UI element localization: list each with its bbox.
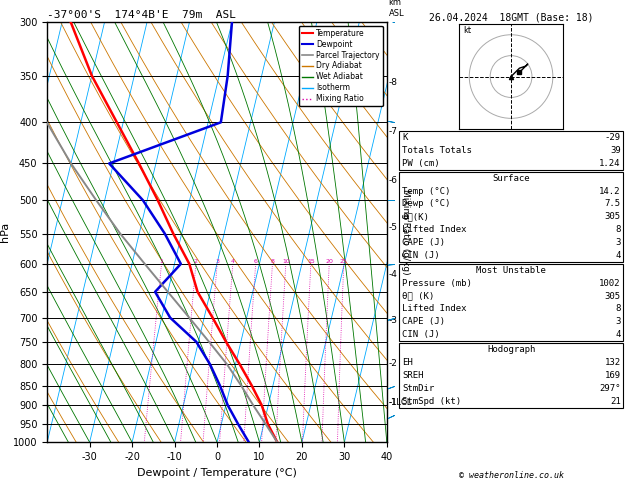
Legend: Temperature, Dewpoint, Parcel Trajectory, Dry Adiabat, Wet Adiabat, Isotherm, Mi: Temperature, Dewpoint, Parcel Trajectory… — [299, 26, 383, 106]
Text: Most Unstable: Most Unstable — [476, 266, 546, 275]
X-axis label: Dewpoint / Temperature (°C): Dewpoint / Temperature (°C) — [137, 468, 297, 478]
Text: Pressure (mb): Pressure (mb) — [402, 278, 472, 288]
Text: 8: 8 — [615, 304, 621, 313]
Text: 20: 20 — [325, 259, 333, 264]
Text: Surface: Surface — [493, 174, 530, 183]
Text: -29: -29 — [604, 133, 621, 142]
Text: 21: 21 — [610, 397, 621, 406]
Text: 297°: 297° — [599, 383, 621, 393]
Text: 14.2: 14.2 — [599, 187, 621, 196]
Text: 3: 3 — [615, 317, 621, 327]
Text: θᴄ(K): θᴄ(K) — [402, 212, 429, 222]
Text: 7.5: 7.5 — [604, 199, 621, 208]
Text: CIN (J): CIN (J) — [402, 251, 440, 260]
Text: Temp (°C): Temp (°C) — [402, 187, 450, 196]
Text: CAPE (J): CAPE (J) — [402, 238, 445, 247]
Text: 4: 4 — [615, 251, 621, 260]
Text: -3: -3 — [389, 316, 398, 325]
Text: -1: -1 — [389, 398, 398, 407]
Text: 8: 8 — [615, 225, 621, 234]
Text: 169: 169 — [604, 371, 621, 380]
Text: -1LCL: -1LCL — [389, 398, 412, 407]
Text: kt: kt — [463, 26, 471, 35]
Text: 8: 8 — [270, 259, 274, 264]
Text: 4: 4 — [231, 259, 235, 264]
Text: 1002: 1002 — [599, 278, 621, 288]
Text: 3: 3 — [615, 238, 621, 247]
Text: 305: 305 — [604, 212, 621, 222]
Text: 305: 305 — [604, 292, 621, 301]
Text: 39: 39 — [610, 146, 621, 155]
Text: θᴄ (K): θᴄ (K) — [402, 292, 434, 301]
Text: SREH: SREH — [402, 371, 423, 380]
Text: StmDir: StmDir — [402, 383, 434, 393]
Text: -8: -8 — [389, 78, 398, 87]
Text: 132: 132 — [604, 358, 621, 367]
Text: 10: 10 — [282, 259, 290, 264]
Text: Hodograph: Hodograph — [487, 345, 535, 354]
Text: 1: 1 — [160, 259, 164, 264]
Text: -5: -5 — [389, 223, 398, 232]
Text: 25: 25 — [340, 259, 348, 264]
Text: Lifted Index: Lifted Index — [402, 225, 467, 234]
Text: StmSpd (kt): StmSpd (kt) — [402, 397, 461, 406]
Text: 6: 6 — [253, 259, 258, 264]
Text: -37°00'S  174°4B'E  79m  ASL: -37°00'S 174°4B'E 79m ASL — [47, 10, 236, 20]
Text: Dewp (°C): Dewp (°C) — [402, 199, 450, 208]
Text: 1.24: 1.24 — [599, 159, 621, 168]
Y-axis label: hPa: hPa — [0, 222, 10, 242]
Text: -7: -7 — [389, 127, 398, 136]
Text: 15: 15 — [307, 259, 314, 264]
Text: 2: 2 — [194, 259, 198, 264]
Text: Mixing Ratio (g/kg): Mixing Ratio (g/kg) — [401, 189, 410, 275]
Text: EH: EH — [402, 358, 413, 367]
Text: PW (cm): PW (cm) — [402, 159, 440, 168]
Text: 3: 3 — [215, 259, 219, 264]
Text: K: K — [402, 133, 408, 142]
Text: -6: -6 — [389, 175, 398, 185]
Text: 26.04.2024  18GMT (Base: 18): 26.04.2024 18GMT (Base: 18) — [429, 12, 593, 22]
Text: © weatheronline.co.uk: © weatheronline.co.uk — [459, 471, 564, 480]
Text: 4: 4 — [615, 330, 621, 339]
Text: -2: -2 — [389, 359, 398, 368]
Text: CAPE (J): CAPE (J) — [402, 317, 445, 327]
Text: CIN (J): CIN (J) — [402, 330, 440, 339]
Text: km
ASL: km ASL — [389, 0, 404, 17]
Text: Totals Totals: Totals Totals — [402, 146, 472, 155]
Text: Lifted Index: Lifted Index — [402, 304, 467, 313]
Text: -4: -4 — [389, 270, 398, 278]
